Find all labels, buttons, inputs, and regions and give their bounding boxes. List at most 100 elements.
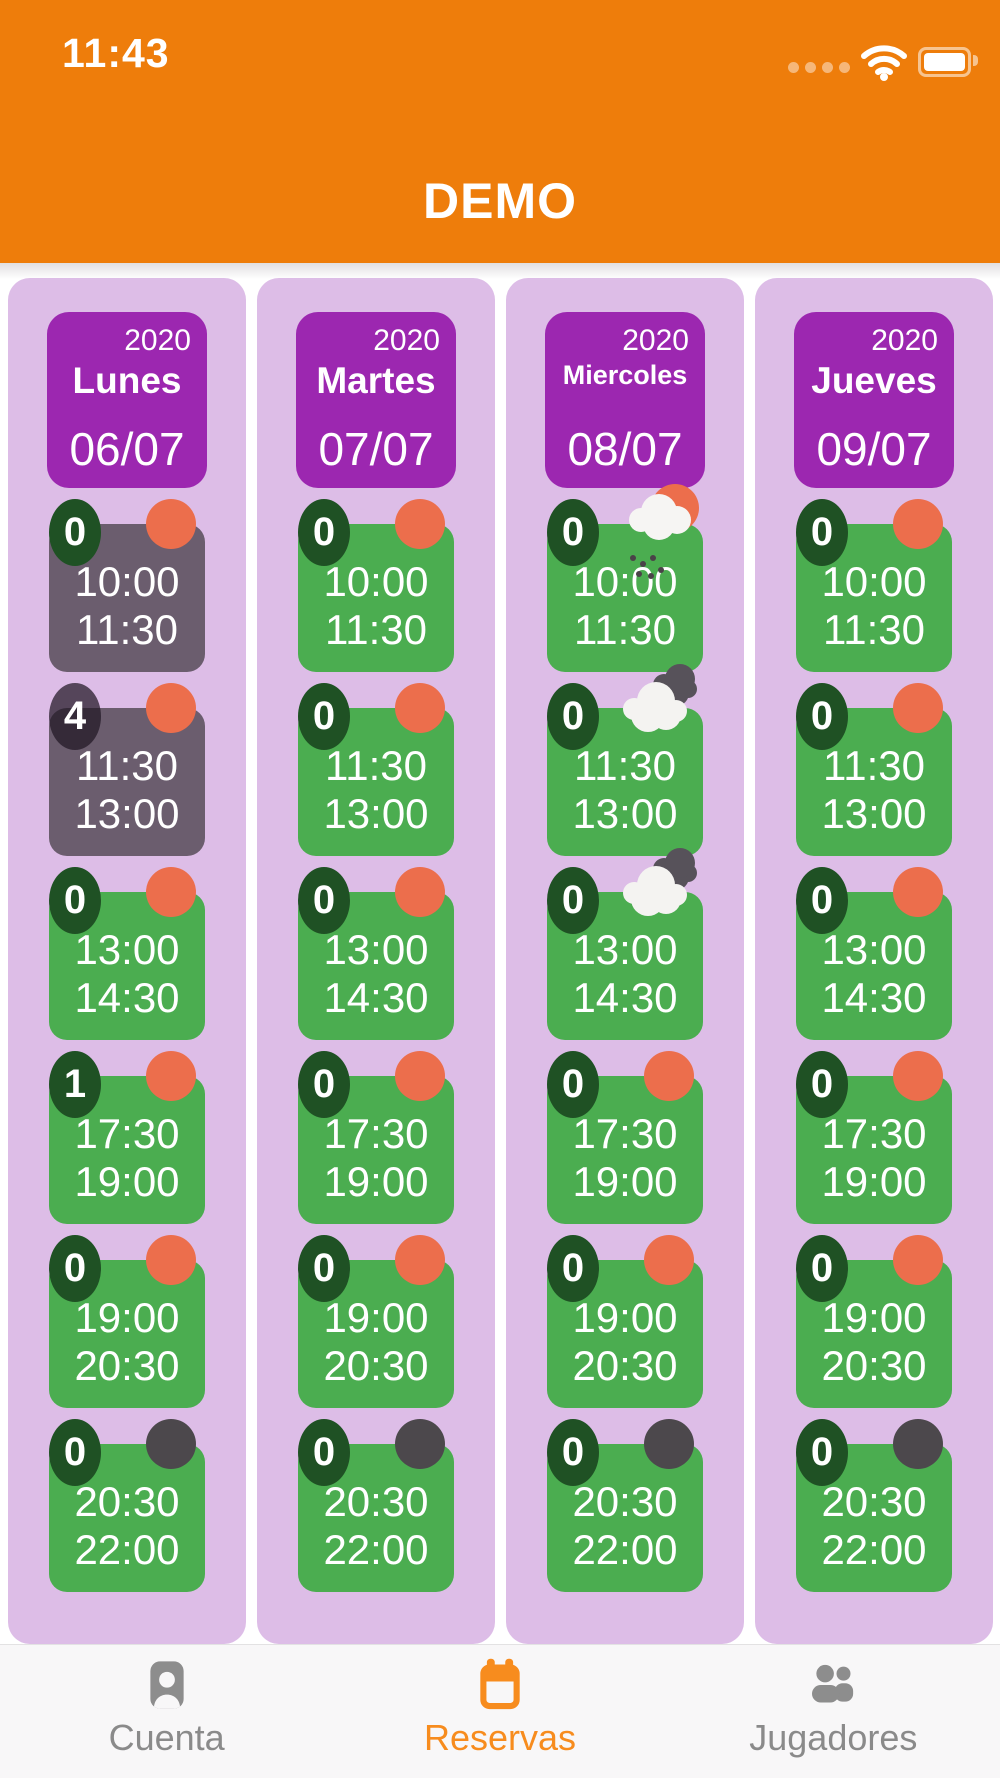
slot-start-time: 10:00 bbox=[821, 558, 927, 605]
slot-times: 11:30 13:00 bbox=[547, 742, 703, 838]
slot-end-time: 20:30 bbox=[323, 1342, 429, 1389]
time-slot-card[interactable]: 0 13:00 14:30 bbox=[298, 867, 454, 1040]
booking-count-badge: 0 bbox=[49, 1419, 101, 1486]
booking-count-badge: 0 bbox=[547, 867, 599, 934]
booking-count-badge: 0 bbox=[298, 499, 350, 566]
slot-times: 19:00 20:30 bbox=[547, 1294, 703, 1390]
tab-bar: Cuenta Reservas Jugadores bbox=[0, 1644, 1000, 1778]
slot-end-time: 11:30 bbox=[823, 606, 925, 653]
slot-end-time: 14:30 bbox=[323, 974, 429, 1021]
slot-start-time: 13:00 bbox=[323, 926, 429, 973]
schedule-board[interactable]: 2020 Lunes 06/07 0 10:00 11:30 4 11:30 bbox=[0, 263, 1000, 1644]
slot-end-time: 13:00 bbox=[572, 790, 678, 837]
slot-times: 19:00 20:30 bbox=[49, 1294, 205, 1390]
battery-icon bbox=[918, 47, 978, 77]
slot-times: 17:30 19:00 bbox=[547, 1110, 703, 1206]
slot-end-time: 13:00 bbox=[821, 790, 927, 837]
slot-end-time: 22:00 bbox=[821, 1526, 927, 1573]
time-slot-card[interactable]: 0 11:30 13:00 bbox=[796, 683, 952, 856]
availability-indicator bbox=[146, 867, 196, 917]
slot-times: 17:30 19:00 bbox=[49, 1110, 205, 1206]
booking-count-badge: 0 bbox=[547, 683, 599, 750]
availability-indicator bbox=[146, 1051, 196, 1101]
time-slot-card[interactable]: 0 10:00 11:30 bbox=[547, 484, 703, 672]
time-slot-card[interactable]: 1 17:30 19:00 bbox=[49, 1051, 205, 1224]
time-slot-card[interactable]: 0 19:00 20:30 bbox=[49, 1235, 205, 1408]
cellular-signal-icon bbox=[788, 62, 799, 73]
slot-times: 10:00 11:30 bbox=[298, 558, 454, 654]
slot-times: 10:00 11:30 bbox=[547, 558, 703, 654]
slot-start-time: 10:00 bbox=[74, 558, 180, 605]
booking-count-badge: 0 bbox=[796, 1419, 848, 1486]
slot-times: 20:30 22:00 bbox=[547, 1478, 703, 1574]
time-slot-card[interactable]: 0 20:30 22:00 bbox=[298, 1419, 454, 1592]
slot-times: 11:30 13:00 bbox=[298, 742, 454, 838]
booking-count-badge: 0 bbox=[547, 499, 599, 566]
slot-times: 20:30 22:00 bbox=[796, 1478, 952, 1574]
time-slot-card[interactable]: 0 17:30 19:00 bbox=[298, 1051, 454, 1224]
availability-indicator bbox=[146, 1419, 196, 1469]
booking-count-badge: 1 bbox=[49, 1051, 101, 1118]
day-header-card: 2020 Lunes 06/07 bbox=[47, 312, 207, 488]
day-column: 2020 Lunes 06/07 0 10:00 11:30 4 11:30 bbox=[8, 278, 246, 1644]
slot-start-time: 10:00 bbox=[323, 558, 429, 605]
calendar-icon bbox=[480, 1658, 520, 1710]
time-slot-card[interactable]: 0 17:30 19:00 bbox=[547, 1051, 703, 1224]
slot-start-time: 17:30 bbox=[323, 1110, 429, 1157]
date-label: 08/07 bbox=[567, 423, 683, 475]
booking-count-badge: 0 bbox=[298, 867, 350, 934]
slot-times: 11:30 13:00 bbox=[49, 742, 205, 838]
tab-label: Cuenta bbox=[108, 1717, 225, 1758]
year-label: 2020 bbox=[622, 324, 689, 357]
tab-jugadores[interactable]: Jugadores bbox=[667, 1645, 1000, 1778]
time-slot-card[interactable]: 4 11:30 13:00 bbox=[49, 683, 205, 856]
time-slot-card[interactable]: 0 13:00 14:30 bbox=[547, 848, 703, 1040]
time-slot-card[interactable]: 0 11:30 13:00 bbox=[547, 664, 703, 856]
tab-label: Jugadores bbox=[749, 1717, 918, 1758]
slot-end-time: 11:30 bbox=[574, 606, 676, 653]
time-slot-card[interactable]: 0 20:30 22:00 bbox=[49, 1419, 205, 1592]
time-slot-card[interactable]: 0 20:30 22:00 bbox=[547, 1419, 703, 1592]
availability-indicator bbox=[395, 1235, 445, 1285]
time-slot-card[interactable]: 0 19:00 20:30 bbox=[298, 1235, 454, 1408]
time-slot-card[interactable]: 0 13:00 14:30 bbox=[796, 867, 952, 1040]
slot-start-time: 11:30 bbox=[325, 742, 427, 789]
slot-times: 13:00 14:30 bbox=[547, 926, 703, 1022]
tab-reservas[interactable]: Reservas bbox=[333, 1645, 666, 1778]
slot-end-time: 20:30 bbox=[572, 1342, 678, 1389]
slot-start-time: 11:30 bbox=[574, 742, 676, 789]
time-slot-card[interactable]: 0 10:00 11:30 bbox=[298, 499, 454, 672]
slot-end-time: 19:00 bbox=[74, 1158, 180, 1205]
time-slot-card[interactable]: 0 17:30 19:00 bbox=[796, 1051, 952, 1224]
slot-end-time: 14:30 bbox=[572, 974, 678, 1021]
availability-indicator bbox=[644, 1051, 694, 1101]
time-slot-card[interactable]: 0 10:00 11:30 bbox=[796, 499, 952, 672]
availability-indicator bbox=[146, 683, 196, 733]
time-slot-card[interactable]: 0 13:00 14:30 bbox=[49, 867, 205, 1040]
availability-indicator bbox=[893, 867, 943, 917]
slot-start-time: 17:30 bbox=[74, 1110, 180, 1157]
availability-indicator bbox=[146, 1235, 196, 1285]
time-slot-card[interactable]: 0 19:00 20:30 bbox=[547, 1235, 703, 1408]
time-slot-card[interactable]: 0 10:00 11:30 bbox=[49, 499, 205, 672]
booking-count-badge: 4 bbox=[49, 683, 101, 750]
people-icon bbox=[812, 1664, 854, 1703]
booking-count-badge: 0 bbox=[796, 1235, 848, 1302]
time-slot-card[interactable]: 0 19:00 20:30 bbox=[796, 1235, 952, 1408]
slot-end-time: 22:00 bbox=[74, 1526, 180, 1573]
day-name: Miercoles bbox=[562, 360, 688, 390]
day-name: Martes bbox=[316, 360, 436, 401]
availability-indicator bbox=[893, 1051, 943, 1101]
booking-count-badge: 0 bbox=[49, 867, 101, 934]
slot-end-time: 19:00 bbox=[323, 1158, 429, 1205]
slot-times: 20:30 22:00 bbox=[49, 1478, 205, 1574]
slot-times: 17:30 19:00 bbox=[796, 1110, 952, 1206]
booking-count-badge: 0 bbox=[796, 499, 848, 566]
booking-count-badge: 0 bbox=[298, 1235, 350, 1302]
tab-cuenta[interactable]: Cuenta bbox=[0, 1645, 333, 1778]
slot-end-time: 14:30 bbox=[74, 974, 180, 1021]
day-name: Lunes bbox=[72, 360, 182, 401]
time-slot-card[interactable]: 0 20:30 22:00 bbox=[796, 1419, 952, 1592]
time-slot-card[interactable]: 0 11:30 13:00 bbox=[298, 683, 454, 856]
